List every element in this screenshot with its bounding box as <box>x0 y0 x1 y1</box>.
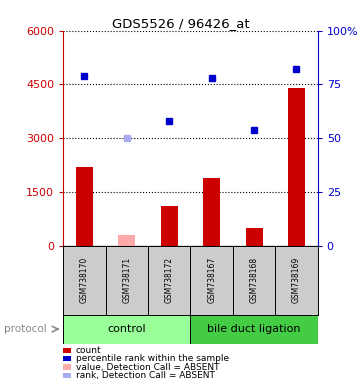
Bar <box>63 246 105 315</box>
Text: value, Detection Call = ABSENT: value, Detection Call = ABSENT <box>76 362 219 372</box>
Text: percentile rank within the sample: percentile rank within the sample <box>76 354 229 363</box>
Text: count: count <box>76 346 101 355</box>
Bar <box>191 315 318 344</box>
Bar <box>161 206 178 246</box>
Bar <box>275 246 318 315</box>
Bar <box>288 88 305 246</box>
Text: bile duct ligation: bile duct ligation <box>207 324 301 334</box>
Bar <box>118 235 135 246</box>
Bar <box>76 167 93 246</box>
Text: control: control <box>108 324 146 334</box>
Bar <box>245 228 262 246</box>
Text: rank, Detection Call = ABSENT: rank, Detection Call = ABSENT <box>76 371 215 380</box>
Bar <box>148 246 191 315</box>
Bar <box>105 246 148 315</box>
Bar <box>63 315 191 344</box>
Bar <box>191 246 233 315</box>
Bar <box>203 178 220 246</box>
Text: protocol: protocol <box>4 324 46 334</box>
Text: GSM738168: GSM738168 <box>249 257 258 303</box>
Text: GSM738169: GSM738169 <box>292 257 301 303</box>
Text: GSM738170: GSM738170 <box>80 257 89 303</box>
Text: GSM738172: GSM738172 <box>165 257 174 303</box>
Text: GSM738171: GSM738171 <box>122 257 131 303</box>
Text: GSM738167: GSM738167 <box>207 257 216 303</box>
Bar <box>233 246 275 315</box>
Text: GDS5526 / 96426_at: GDS5526 / 96426_at <box>112 17 249 30</box>
